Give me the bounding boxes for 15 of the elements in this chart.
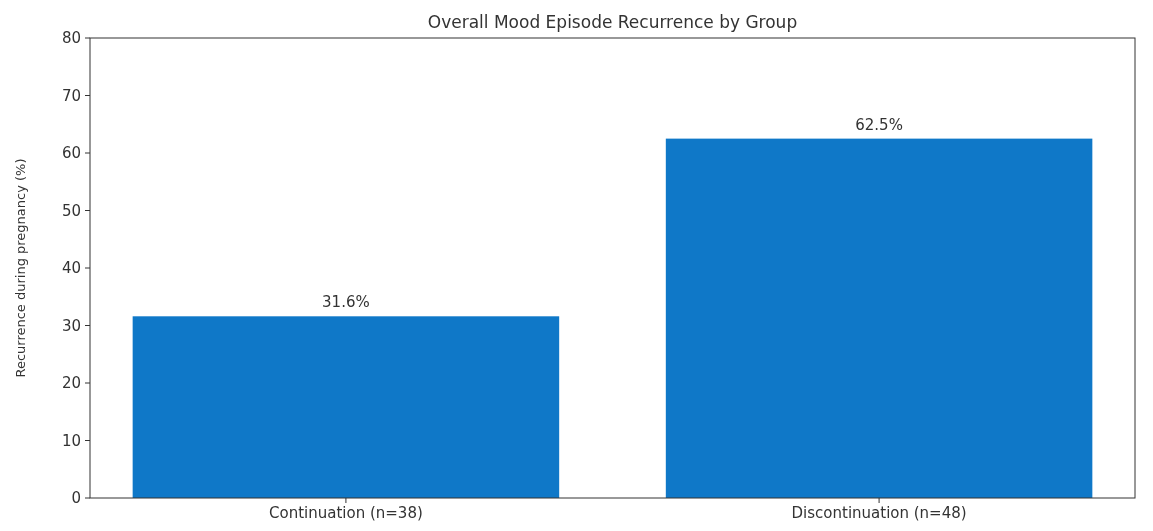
y-tick-label: 40 [61,259,81,278]
x-tick-label: Discontinuation (n=48) [791,504,967,522]
data-label: 62.5% [855,115,903,134]
y-tick-label: 80 [61,29,81,48]
y-tick-label: 0 [71,489,81,508]
y-tick-label: 10 [61,431,81,450]
y-tick-label: 20 [61,374,81,393]
y-tick-label: 50 [61,201,81,220]
y-tick-label: 60 [61,144,81,163]
y-axis-title: Recurrence during pregnancy (%) [13,158,28,378]
y-tick-label: 70 [61,86,81,105]
y-tick-label: 30 [61,316,81,335]
chart-title: Overall Mood Episode Recurrence by Group [427,12,798,32]
x-tick-label: Continuation (n=38) [269,504,423,522]
data-label: 31.6% [322,293,370,312]
